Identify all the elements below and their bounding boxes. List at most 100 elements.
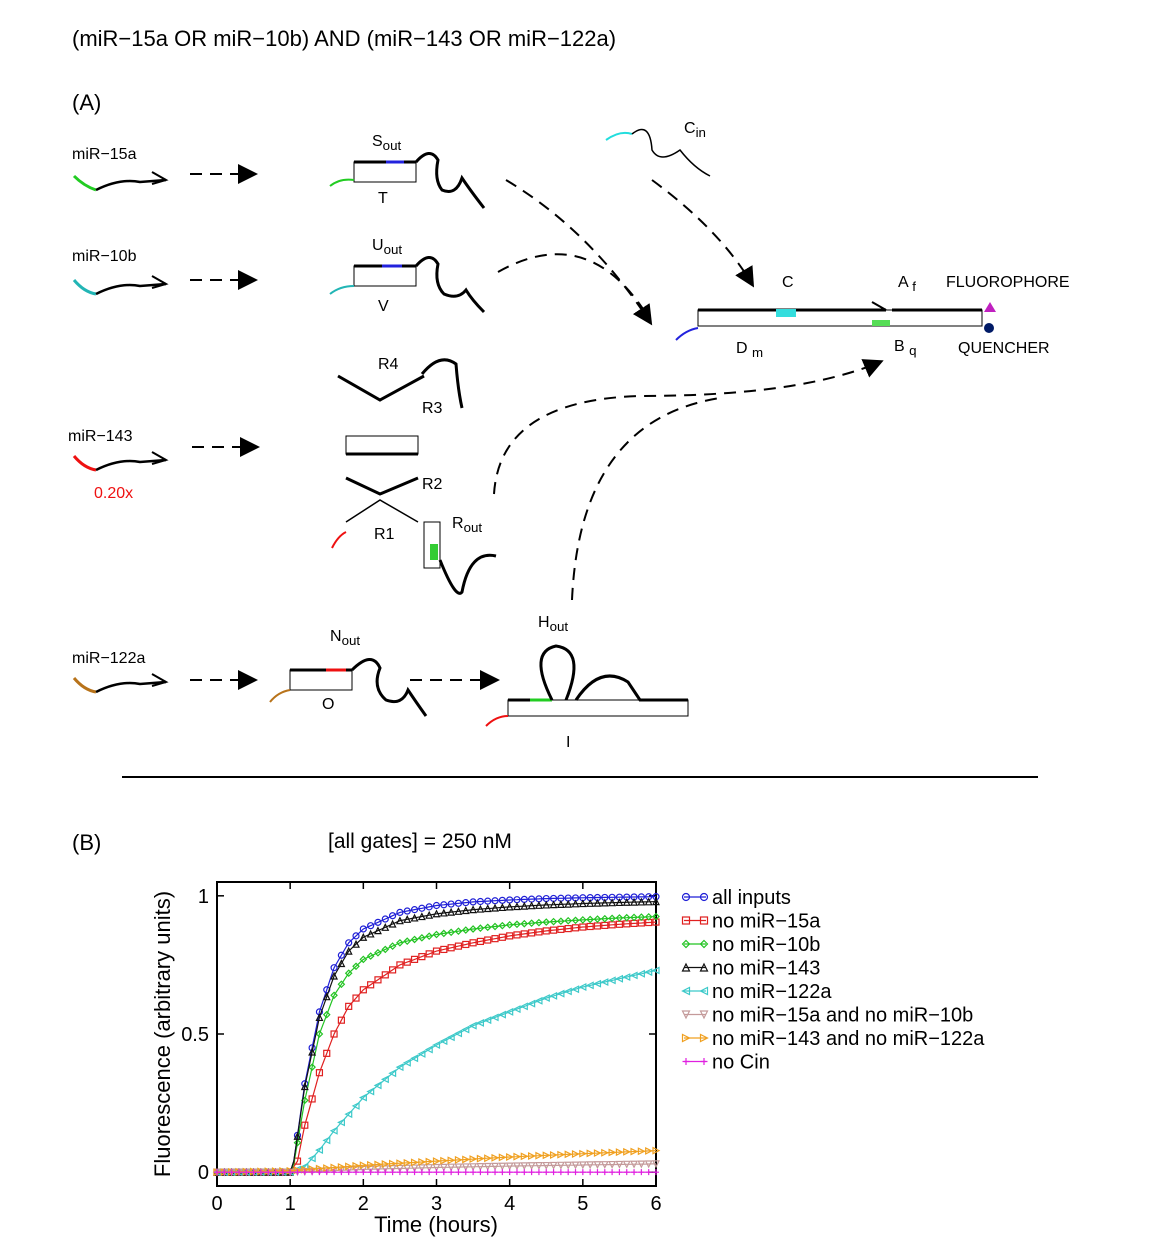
data-point xyxy=(484,1154,493,1163)
data-point xyxy=(586,915,594,924)
data-point xyxy=(337,951,345,959)
data-point xyxy=(440,1156,449,1165)
data-point xyxy=(578,899,587,908)
data-point xyxy=(608,898,617,907)
data-point xyxy=(388,942,397,950)
data-point xyxy=(601,1148,610,1157)
data-point xyxy=(396,1159,405,1168)
data-point xyxy=(699,962,709,972)
data-point xyxy=(439,929,448,938)
data-point xyxy=(491,1162,500,1171)
data-point xyxy=(425,932,434,941)
data-point xyxy=(469,1163,478,1172)
data-point xyxy=(337,1118,345,1127)
data-point xyxy=(418,1157,427,1166)
gate-label-b-q: B q xyxy=(894,338,917,359)
data-point xyxy=(491,922,499,931)
series-4 xyxy=(212,966,660,1177)
data-point xyxy=(359,986,367,994)
data-point xyxy=(483,923,492,932)
data-point xyxy=(476,937,484,946)
data-point xyxy=(564,1161,573,1170)
data-point xyxy=(359,932,368,941)
data-point xyxy=(601,1169,608,1176)
gate-label-r2: R2 xyxy=(422,476,443,493)
data-point xyxy=(454,1155,463,1164)
data-point xyxy=(425,910,434,919)
data-point xyxy=(564,1150,573,1159)
data-point xyxy=(549,917,558,926)
data-point xyxy=(432,947,441,955)
data-point xyxy=(257,1169,264,1176)
data-point xyxy=(505,920,514,929)
data-point xyxy=(323,1169,330,1176)
data-point xyxy=(622,1160,631,1169)
data-point xyxy=(352,1161,361,1170)
data-point xyxy=(506,1169,513,1176)
data-point xyxy=(330,991,338,1000)
data-point xyxy=(373,1081,382,1090)
data-point xyxy=(535,1169,542,1176)
gate-label-r3: R3 xyxy=(422,400,443,417)
data-point xyxy=(345,939,353,947)
input-strand-mir143 xyxy=(72,451,169,472)
data-point xyxy=(699,986,709,996)
data-point xyxy=(403,914,412,923)
chart-title: [all gates] = 250 nM xyxy=(328,830,512,853)
data-point xyxy=(505,1007,514,1016)
data-point xyxy=(461,1025,470,1034)
legend-label: no miR−143 xyxy=(712,958,820,980)
data-point xyxy=(498,933,506,941)
data-point xyxy=(447,1156,456,1165)
data-point xyxy=(520,919,529,928)
input-strand-mir122a xyxy=(72,673,169,694)
data-point xyxy=(410,913,419,922)
data-point xyxy=(389,1159,397,1168)
data-point xyxy=(396,938,404,947)
data-point xyxy=(315,1013,324,1022)
legend-label: no miR−10b xyxy=(712,934,820,956)
data-point xyxy=(681,1010,691,1020)
data-point xyxy=(542,918,551,926)
data-point xyxy=(439,908,448,917)
x-tick-label: 0 xyxy=(211,1193,222,1215)
data-point xyxy=(645,1169,652,1176)
data-point xyxy=(644,968,653,977)
data-point xyxy=(359,955,368,964)
data-point xyxy=(476,924,485,933)
data-point xyxy=(366,929,375,938)
data-point xyxy=(432,1157,441,1166)
data-point xyxy=(527,919,536,928)
data-point xyxy=(491,903,500,912)
data-point xyxy=(418,953,426,961)
data-point xyxy=(638,1169,645,1176)
data-point xyxy=(316,1169,323,1176)
data-point xyxy=(541,994,550,1003)
data-point xyxy=(579,1169,586,1176)
data-point xyxy=(528,1169,535,1176)
data-point xyxy=(564,924,572,933)
data-point xyxy=(608,1160,617,1169)
data-point xyxy=(637,1160,646,1169)
data-point xyxy=(374,976,382,984)
data-point xyxy=(424,1045,433,1054)
data-point xyxy=(699,1033,709,1043)
data-point xyxy=(608,1148,617,1157)
data-point xyxy=(535,1151,544,1160)
data-point xyxy=(395,916,404,925)
data-point xyxy=(542,927,550,935)
data-point xyxy=(681,916,691,925)
data-point xyxy=(265,1169,272,1176)
data-point xyxy=(410,1158,419,1167)
data-point xyxy=(578,916,587,924)
data-point xyxy=(337,1162,346,1171)
x-tick-label: 5 xyxy=(577,1193,588,1215)
data-point xyxy=(535,928,543,936)
data-point xyxy=(403,958,411,966)
data-point xyxy=(593,979,602,988)
data-point xyxy=(447,907,456,916)
data-point xyxy=(250,1169,257,1176)
data-point xyxy=(345,1002,353,1010)
data-point xyxy=(615,898,624,907)
data-point xyxy=(699,916,709,925)
